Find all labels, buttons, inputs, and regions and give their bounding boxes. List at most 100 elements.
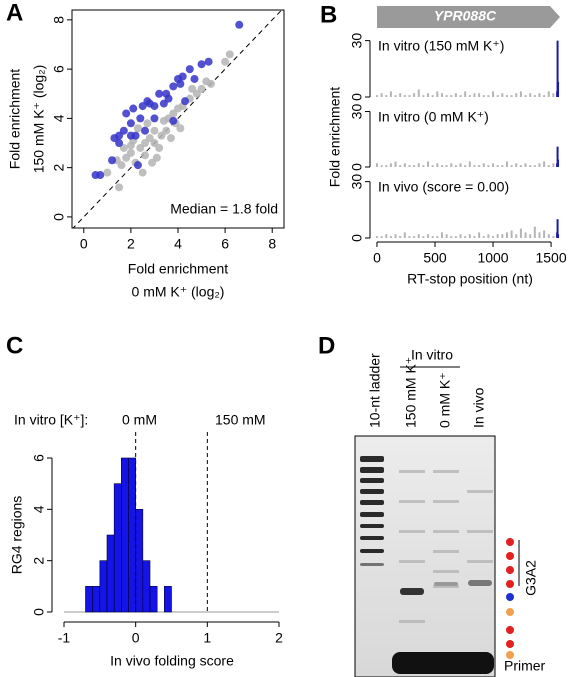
point <box>166 134 175 143</box>
bar <box>501 93 504 97</box>
gene-arrow <box>377 6 560 28</box>
bar <box>399 165 402 167</box>
panel-letter: C <box>6 332 23 359</box>
bar <box>389 91 392 97</box>
bar <box>417 234 420 238</box>
bar <box>450 163 453 167</box>
bar <box>417 163 420 167</box>
x-tick-label: 0 <box>80 236 88 252</box>
bar <box>505 161 508 167</box>
point <box>169 116 178 125</box>
bar <box>440 165 443 167</box>
x-tick-label: 0 <box>132 630 140 646</box>
point <box>206 79 215 88</box>
y-tick-label: 0 <box>31 608 47 616</box>
bar <box>394 95 397 97</box>
point <box>133 124 142 133</box>
point <box>103 168 112 177</box>
point <box>126 148 135 157</box>
lane-label: In vivo <box>471 387 487 428</box>
bar <box>403 232 406 238</box>
bar <box>478 93 481 97</box>
point <box>138 168 147 177</box>
point <box>159 99 168 108</box>
bar <box>510 230 513 238</box>
point <box>150 102 159 111</box>
point <box>143 119 152 128</box>
bar <box>380 93 383 97</box>
lane-label: 0 mM K⁺ <box>437 372 453 428</box>
bar <box>445 165 448 167</box>
bar <box>454 165 457 167</box>
bar <box>538 163 541 167</box>
bar <box>440 232 443 238</box>
y-tick-label: 0 <box>349 93 365 101</box>
point <box>108 156 117 165</box>
bar <box>543 95 546 97</box>
x-axis-label: 0 mM K⁺ (log₂) <box>132 284 225 300</box>
bar <box>538 93 541 97</box>
point <box>143 97 152 106</box>
bar <box>468 234 471 238</box>
bar <box>473 93 476 97</box>
x-tick-label: 8 <box>268 236 276 252</box>
bar <box>478 232 481 238</box>
bar <box>417 89 420 97</box>
bar <box>408 95 411 97</box>
reference-line <box>72 10 283 228</box>
point <box>176 124 185 133</box>
point <box>110 134 119 143</box>
y-axis-label: Fold enrichment <box>327 87 343 187</box>
bar <box>556 40 559 97</box>
bar <box>375 95 378 97</box>
y-tick-label: 0 <box>349 163 365 171</box>
x-axis-label: Fold enrichment <box>128 261 228 277</box>
motif-label: G3A2 <box>523 560 539 596</box>
bar <box>459 95 462 97</box>
bar <box>478 165 481 167</box>
y-tick-label: 2 <box>51 164 67 172</box>
bar <box>413 236 416 238</box>
bar <box>399 236 402 238</box>
point <box>141 151 150 160</box>
point <box>117 161 126 170</box>
bar <box>524 232 527 238</box>
histogram-bar <box>121 457 129 613</box>
bar <box>557 81 560 97</box>
bar <box>394 161 397 167</box>
subplot-title: In vitro (150 mM K⁺) <box>378 38 504 54</box>
y-axis-label: 150 mM K⁺ (log₂) <box>31 65 47 174</box>
annotation: 150 mM <box>215 412 266 428</box>
bar <box>389 163 392 167</box>
x-tick-label: 2 <box>275 630 283 646</box>
bar <box>436 163 439 167</box>
bar <box>459 163 462 167</box>
bar <box>427 234 430 238</box>
x-tick-label: -1 <box>58 630 71 646</box>
bar <box>445 95 448 97</box>
point <box>162 126 171 135</box>
bar <box>408 165 411 167</box>
annotation: 0 mM <box>122 412 157 428</box>
y-tick-label: 0 <box>51 213 67 221</box>
bar <box>524 95 527 97</box>
bar <box>492 91 495 97</box>
point <box>197 60 206 69</box>
bar <box>473 165 476 167</box>
bar <box>385 165 388 167</box>
point <box>169 82 178 91</box>
point <box>185 65 194 74</box>
bar <box>399 93 402 97</box>
bar <box>464 236 467 238</box>
bar <box>556 146 559 167</box>
bar <box>552 163 555 167</box>
y-tick-label: 30 <box>349 104 365 120</box>
bar <box>445 234 448 238</box>
point <box>235 20 244 29</box>
gene-label: YPR088C <box>434 8 497 24</box>
bar <box>385 95 388 97</box>
bar <box>413 93 416 97</box>
point <box>129 104 138 113</box>
bar <box>515 234 518 238</box>
